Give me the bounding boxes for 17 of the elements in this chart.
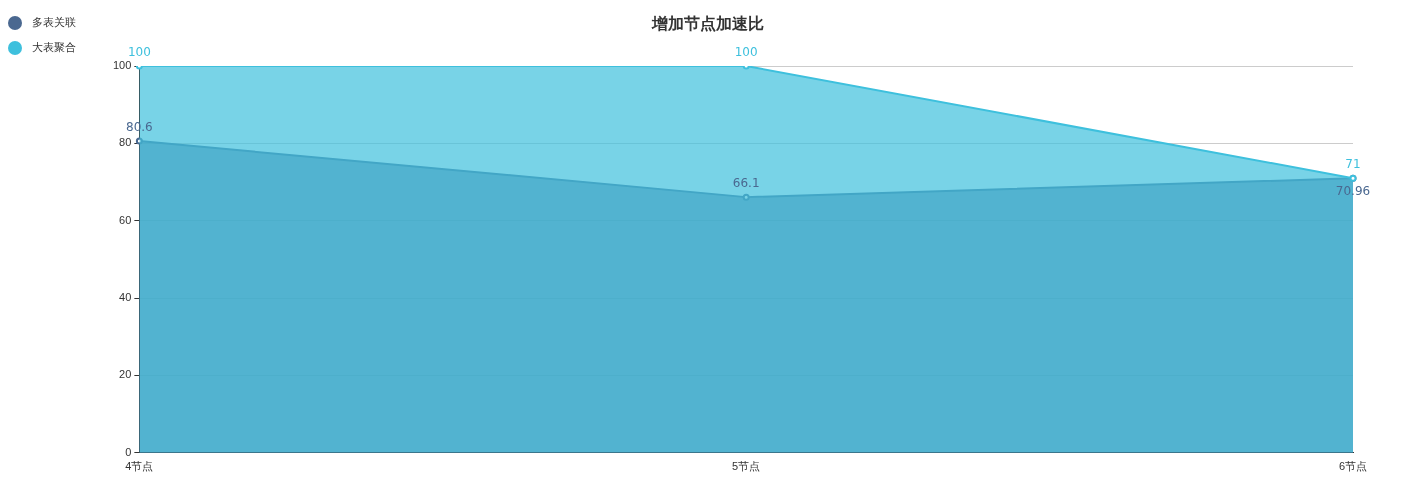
y-tick-label: 40	[119, 291, 132, 304]
y-tick-label: 100	[112, 59, 132, 72]
y-tick-label: 60	[119, 213, 132, 226]
data-label: 66.1	[732, 176, 760, 191]
y-tick-label: 0	[125, 445, 132, 458]
data-label: 80.6	[125, 120, 153, 135]
data-label: 70.96	[1335, 184, 1371, 199]
legend-label: 多表关联	[32, 15, 76, 30]
x-tick-label: 6节点	[1338, 460, 1368, 473]
y-tick-label: 20	[119, 368, 132, 381]
data-label: 100	[734, 45, 758, 60]
data-label: 71	[1345, 157, 1361, 172]
legend-label: 大表聚合	[32, 40, 76, 55]
chart-title: 增加节点加速比	[651, 14, 764, 33]
x-tick-label: 5节点	[732, 460, 761, 473]
y-tick-label: 80	[119, 136, 132, 149]
x-tick-label: 4节点	[125, 460, 154, 473]
